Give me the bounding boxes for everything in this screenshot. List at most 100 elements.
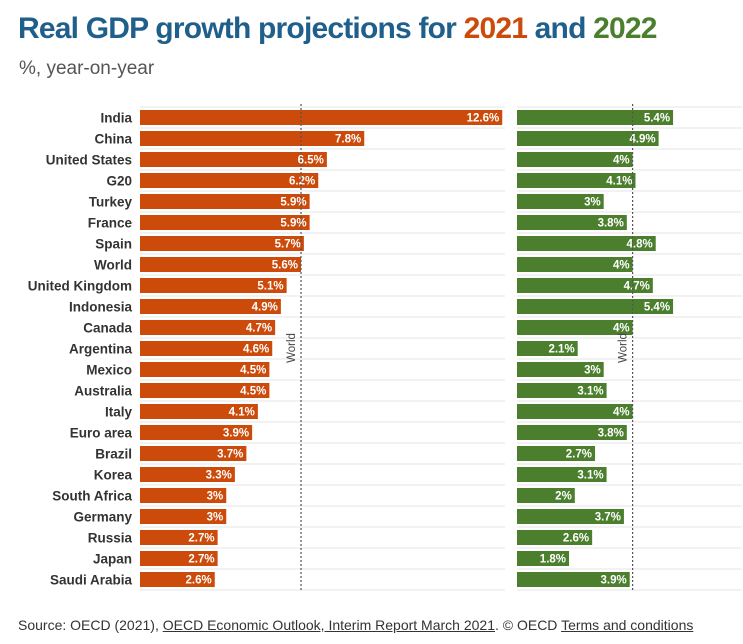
- value-label-2021: 5.1%: [257, 281, 283, 293]
- value-label-2021: 3.3%: [206, 470, 232, 482]
- bar-2021: [140, 530, 218, 545]
- category-label: Korea: [94, 468, 133, 483]
- value-label-2022: 3.7%: [595, 512, 621, 524]
- value-label-2022: 4%: [613, 155, 630, 167]
- value-label-2022: 5.4%: [644, 113, 670, 125]
- value-label-2022: 3.1%: [577, 470, 603, 482]
- bar-2022: [517, 110, 674, 125]
- bar-2022: [517, 278, 653, 293]
- category-label: South Africa: [52, 489, 132, 504]
- title-prefix: Real GDP growth projections for: [18, 12, 464, 45]
- source-prefix: Source: OECD (2021),: [18, 617, 163, 633]
- value-label-2021: 4.1%: [229, 407, 255, 419]
- value-label-2022: 3.8%: [598, 218, 624, 230]
- bar-2022: [517, 488, 575, 503]
- bar-2021: [140, 257, 301, 272]
- value-label-2021: 3%: [207, 512, 224, 524]
- value-label-2022: 2.7%: [566, 449, 592, 461]
- value-label-2021: 2.7%: [188, 554, 214, 566]
- bar-2022: [517, 551, 570, 566]
- category-label: India: [100, 111, 132, 126]
- value-label-2021: 4.5%: [240, 365, 266, 377]
- bar-2022: [517, 467, 607, 482]
- bar-2021: [140, 341, 273, 356]
- source-mid: . © OECD: [494, 617, 562, 633]
- bar-2021: [140, 299, 281, 314]
- bar-2022: [517, 131, 659, 146]
- bar-2022: [517, 194, 604, 209]
- value-label-2022: 2%: [555, 491, 572, 503]
- category-label: United Kingdom: [28, 279, 132, 294]
- category-label: Euro area: [70, 426, 133, 441]
- value-label-2021: 4.9%: [252, 302, 278, 314]
- bar-2021: [140, 110, 503, 125]
- chart-title: Real GDP growth projections for 2021 and…: [18, 12, 657, 46]
- bar-2022: [517, 320, 633, 335]
- bar-2021: [140, 362, 270, 377]
- value-label-2021: 5.7%: [275, 239, 301, 251]
- world-label-2022: World: [618, 333, 630, 363]
- category-label: Russia: [88, 531, 133, 546]
- value-label-2022: 3.8%: [598, 428, 624, 440]
- category-label: Indonesia: [69, 300, 133, 315]
- bar-2021: [140, 488, 227, 503]
- source-link[interactable]: OECD Economic Outlook, Interim Report Ma…: [162, 617, 495, 633]
- category-label: Spain: [95, 237, 132, 252]
- category-label: France: [88, 216, 133, 231]
- bar-2021: [140, 152, 327, 167]
- title-year-2022: 2022: [593, 12, 657, 45]
- value-label-2022: 1.8%: [540, 554, 566, 566]
- value-label-2021: 3%: [207, 491, 224, 503]
- bar-2021: [140, 173, 319, 188]
- bar-2022: [517, 404, 633, 419]
- bar-2022: [517, 362, 604, 377]
- bar-2021: [140, 236, 304, 251]
- value-label-2022: 2.6%: [563, 533, 589, 545]
- bar-2022: [517, 341, 578, 356]
- chart-subtitle: %, year-on-year: [19, 58, 155, 79]
- category-label: Turkey: [89, 195, 133, 210]
- category-label: Australia: [74, 384, 132, 399]
- value-label-2022: 3%: [584, 197, 601, 209]
- value-label-2021: 4.5%: [240, 386, 266, 398]
- title-year-2021: 2021: [463, 12, 528, 45]
- value-label-2022: 3.9%: [600, 575, 626, 587]
- category-label: Germany: [73, 510, 132, 525]
- value-label-2021: 7.8%: [335, 134, 361, 146]
- world-label-2021: World: [286, 333, 298, 363]
- bar-2022: [517, 425, 627, 440]
- value-label-2022: 4%: [613, 323, 630, 335]
- value-label-2021: 6.5%: [298, 155, 324, 167]
- category-label: Italy: [105, 405, 133, 420]
- bar-2021: [140, 383, 270, 398]
- bar-2021: [140, 467, 235, 482]
- value-label-2022: 3.1%: [577, 386, 603, 398]
- terms-link[interactable]: Terms and conditions: [561, 617, 694, 633]
- bar-2022: [517, 299, 674, 314]
- bar-2022: [517, 509, 624, 524]
- value-label-2021: 5.9%: [280, 197, 306, 209]
- bar-2021: [140, 551, 218, 566]
- value-label-2021: 3.7%: [217, 449, 243, 461]
- bar-2022: [517, 446, 596, 461]
- value-label-2021: 2.6%: [186, 575, 212, 587]
- bar-2022: [517, 173, 636, 188]
- value-label-2021: 2.7%: [188, 533, 214, 545]
- bar-2021: [140, 215, 310, 230]
- bar-2022: [517, 530, 593, 545]
- bar-2021: [140, 572, 215, 587]
- bar-2022: [517, 215, 627, 230]
- gdp-bar-chart: India 12.6% 5.4% China 7.8% 4.9% United States…: [28, 104, 742, 592]
- value-label-2021: 3.9%: [223, 428, 249, 440]
- value-label-2021: 6.2%: [289, 176, 315, 188]
- value-label-2021: 4.7%: [246, 323, 272, 335]
- value-label-2021: 4.6%: [243, 344, 269, 356]
- bar-2021: [140, 320, 276, 335]
- category-label: G20: [106, 174, 132, 189]
- bar-2021: [140, 194, 310, 209]
- source-note: Source: OECD (2021), OECD Economic Outlo…: [18, 617, 693, 633]
- value-label-2022: 4.1%: [606, 176, 632, 188]
- category-label: United States: [46, 153, 132, 168]
- bar-2021: [140, 404, 258, 419]
- bar-2021: [140, 131, 365, 146]
